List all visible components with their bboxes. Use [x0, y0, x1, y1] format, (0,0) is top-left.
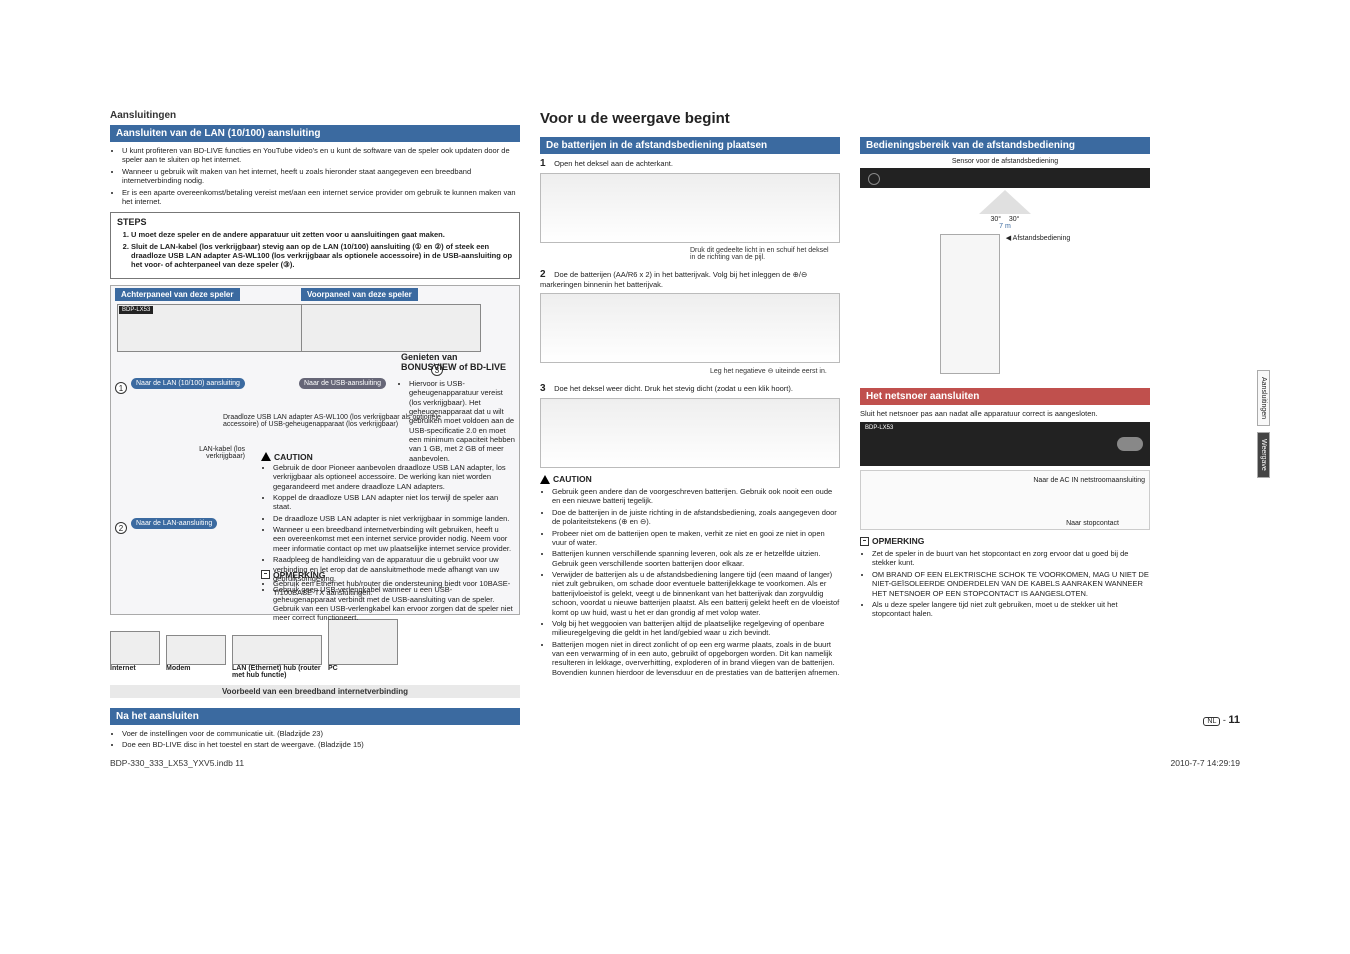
steps-title: STEPS [117, 217, 513, 227]
model-label: BDP-LX53 [119, 306, 153, 314]
caution-item: Batterijen kunnen verschillende spanning… [552, 549, 840, 568]
model-label: BDP-LX53 [865, 425, 893, 431]
front-panel-label: Voorpaneel van deze speler [301, 288, 418, 301]
step-num: 2 [540, 269, 552, 280]
opm-item: Als u deze speler langere tijd niet zult… [872, 600, 1150, 619]
side-tabs: Aansluitingen Weergave [1257, 370, 1270, 478]
tab-aansluitingen: Aansluitingen [1257, 370, 1270, 426]
illus-step2 [540, 293, 840, 363]
opm-item: Gebruik een Ethernet hub/router die onde… [273, 579, 513, 598]
power-title: Het netsnoer aansluiten [860, 388, 1150, 405]
net-modem: Modem [166, 665, 226, 679]
outlet-label: Naar stopcontact [1066, 520, 1119, 527]
after-title: Na het aansluiten [110, 708, 520, 725]
connection-diagram: Achterpaneel van deze speler Voorpaneel … [110, 285, 520, 615]
steps-box: STEPS U moet deze speler en de andere ap… [110, 212, 520, 279]
circle-1: 1 [115, 382, 127, 394]
page-heading: Voor u de weergave begint [540, 110, 1150, 127]
circle-2: 2 [115, 522, 127, 534]
opm-item: Zet de speler in de buurt van het stopco… [872, 549, 1150, 568]
battery-title: De batterijen in de afstandsbediening pl… [540, 137, 840, 154]
illus-step1 [540, 173, 840, 243]
print-footer: BDP-330_333_LX53_YXV5.indb 11 2010-7-7 1… [110, 758, 1240, 768]
left-column: Aansluitingen Aansluiten van de LAN (10/… [110, 110, 520, 756]
right-column: Bedieningsbereik van de afstandsbedienin… [860, 133, 1150, 683]
lan-cable-label: LAN-kabel (los verkrijgbaar) [175, 446, 245, 460]
callout-lan: Naar de LAN (10/100) aansluiting [131, 378, 245, 389]
acin-label: Naar de AC IN netstroomaansluiting [1025, 477, 1145, 484]
caution-item: Probeer niet om de batterijen open te ma… [552, 529, 840, 548]
power-intro: Sluit het netsnoer pas aan nadat alle ap… [860, 409, 1150, 418]
angle: 30° [1009, 216, 1020, 223]
power-panel: BDP-LX53 [860, 422, 1150, 466]
footer-left: BDP-330_333_LX53_YXV5.indb 11 [110, 758, 244, 768]
note-icon [860, 537, 869, 546]
angle: 30° [991, 216, 1002, 223]
lan-title: Aansluiten van de LAN (10/100) aansluiti… [110, 125, 520, 142]
footer-right: 2010-7-7 14:29:19 [1171, 758, 1240, 768]
net-hub: LAN (Ethernet) hub (router met hub funct… [232, 665, 322, 679]
caution-item: Gebruik geen andere dan de voorgeschreve… [552, 487, 840, 506]
callout-usb: Naar de USB-aansluiting [299, 378, 386, 389]
illus-step3 [540, 398, 840, 468]
step1-note: Druk dit gedeelte licht in en schuif het… [690, 247, 830, 261]
step-item: U moet deze speler en de andere apparatu… [131, 230, 513, 239]
step2-note: Leg het negatieve ⊖ uiteinde eerst in. [710, 367, 830, 375]
warning-icon [540, 475, 550, 484]
step3-text: Doe het deksel weer dicht. Druk het stev… [554, 384, 793, 393]
caution-item: Verwijder de batterijen als u de afstand… [552, 570, 840, 617]
remote-illus [940, 234, 1000, 374]
intro-item: Er is een aparte overeenkomst/betaling v… [122, 188, 520, 207]
bonus-title: Genieten van BONUSVIEW of BD-LIVE [401, 352, 511, 372]
after-item: Voer de instellingen voor de communicati… [122, 729, 520, 738]
net-pc: PC [328, 665, 398, 679]
intro-item: U kunt profiteren van BD-LIVE functies e… [122, 146, 520, 165]
caution-item: Wanneer u een breedband internetverbindi… [273, 525, 513, 553]
tab-weergave: Weergave [1257, 432, 1270, 478]
example-strip: Voorbeeld van een breedband internetverb… [110, 685, 520, 698]
net-internet: Internet [110, 665, 160, 679]
middle-column: De batterijen in de afstandsbediening pl… [540, 133, 840, 683]
step-num: 3 [540, 383, 552, 394]
opm-item: OM BRAND OF EEN ELEKTRISCHE SCHOK TE VOO… [872, 570, 1150, 598]
caution-item: Doe de batterijen in de juiste richting … [552, 508, 840, 527]
caution-item: Batterijen mogen niet in direct zonlicht… [552, 640, 840, 678]
network-row [110, 619, 520, 665]
caution-heading: CAUTION [553, 474, 592, 484]
range-cone [979, 190, 1031, 214]
range-title: Bedieningsbereik van de afstandsbedienin… [860, 137, 1150, 154]
intro-list: U kunt profiteren van BD-LIVE functies e… [110, 146, 520, 206]
intro-item: Wanneer u gebruik wilt maken van het int… [122, 167, 520, 186]
back-panel-label: Achterpaneel van deze speler [115, 288, 240, 301]
bonus-item: Hiervoor is USB-geheugenapparatuur verei… [409, 379, 515, 463]
callout-lan2: Naar de LAN-aansluiting [131, 518, 217, 529]
section-label: Aansluitingen [110, 110, 520, 121]
sensor-label: Sensor voor de afstandsbediening [860, 158, 1150, 165]
caution-heading: CAUTION [274, 452, 313, 462]
warning-icon [261, 452, 271, 461]
player-front [860, 168, 1150, 188]
opm-heading: OPMERKING [872, 536, 924, 546]
step1-text: Open het deksel aan de achterkant. [554, 159, 673, 168]
caution-item: Koppel de draadloze USB LAN adapter niet… [273, 493, 513, 512]
caution-item: Volg bij het weggooien van batterijen al… [552, 619, 840, 638]
step-num: 1 [540, 158, 552, 169]
remote-label: Afstandsbediening [1013, 235, 1071, 242]
page-number: NL - 11 [1203, 714, 1240, 726]
caution-item: De draadloze USB LAN adapter is niet ver… [273, 514, 513, 523]
after-item: Doe een BD-LIVE disc in het toestel en s… [122, 740, 520, 749]
step-item: Sluit de LAN-kabel (los verkrijgbaar) st… [131, 242, 513, 270]
caution-item: Gebruik de door Pioneer aanbevolen draad… [273, 463, 513, 491]
distance: 7 m [860, 223, 1150, 230]
step2-text: Doe de batterijen (AA/R6 x 2) in het bat… [540, 270, 807, 289]
